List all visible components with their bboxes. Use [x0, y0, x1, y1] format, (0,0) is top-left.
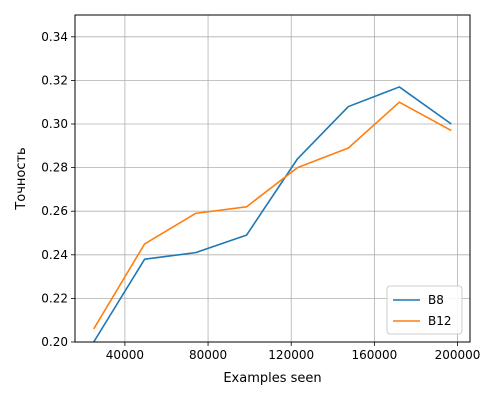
x-tick-label: 120000 [268, 348, 314, 362]
y-tick-label: 0.34 [41, 30, 68, 44]
x-tick-label: 80000 [189, 348, 227, 362]
y-tick-label: 0.32 [41, 73, 68, 87]
legend-label-b8: B8 [428, 293, 444, 307]
series-line-b12 [93, 101, 452, 330]
grid-lines [75, 15, 470, 343]
y-tick-label: 0.26 [41, 204, 68, 218]
axis-ticks: 40000 80000 120000 160000 200000 0.20 0.22 0.24… [41, 30, 480, 362]
y-tick-label: 0.20 [41, 335, 68, 349]
x-tick-label: 40000 [106, 348, 144, 362]
legend-label-b12: B12 [428, 314, 452, 328]
y-tick-label: 0.30 [41, 117, 68, 131]
x-tick-label: 200000 [435, 348, 481, 362]
series-lines [93, 86, 452, 343]
y-tick-label: 0.28 [41, 161, 68, 175]
y-tick-label: 0.24 [41, 248, 68, 262]
legend-box [386, 285, 463, 335]
series-line-b8 [93, 86, 452, 343]
plot-frame [74, 14, 471, 343]
y-tick-label: 0.22 [41, 291, 68, 305]
y-axis-label: Точность [14, 147, 29, 210]
legend: B8 B12 [386, 285, 463, 335]
x-tick-label: 160000 [351, 348, 397, 362]
x-axis-label: Examples seen [223, 371, 321, 386]
